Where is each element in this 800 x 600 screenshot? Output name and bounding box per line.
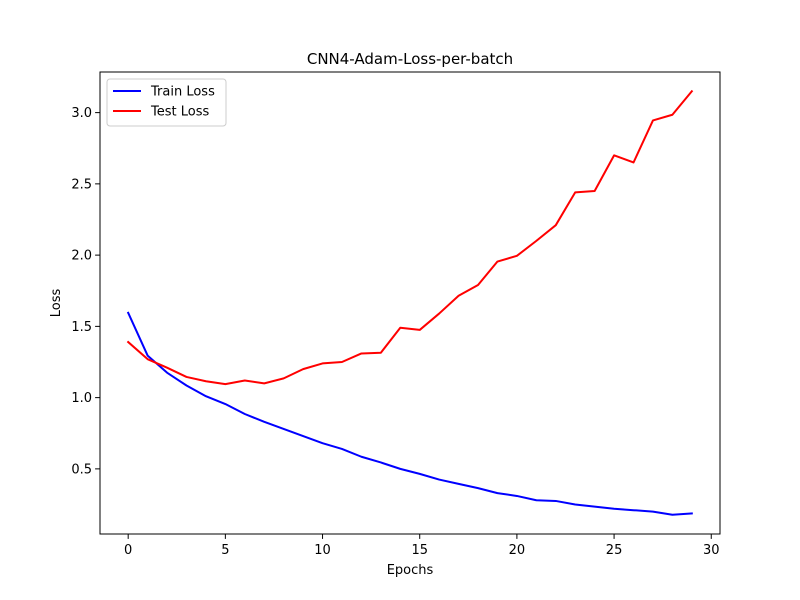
data-point-test-loss — [555, 224, 557, 226]
y-tick-label: 0.5 — [71, 462, 92, 477]
plot-area-background — [100, 72, 720, 534]
y-tick-label: 2.0 — [71, 249, 92, 264]
x-axis-label: Epochs — [387, 563, 434, 578]
data-point-train-loss — [671, 514, 673, 516]
data-point-test-loss — [613, 154, 615, 156]
legend: Train Loss Test Loss — [106, 78, 227, 127]
data-point-test-loss — [419, 329, 421, 331]
data-point-test-loss — [516, 255, 518, 257]
x-tick-label: 5 — [221, 543, 229, 558]
data-point-train-loss — [147, 355, 149, 357]
data-point-test-loss — [205, 380, 207, 382]
data-point-train-loss — [244, 413, 246, 415]
legend-label-test-loss: Test Loss — [150, 105, 209, 120]
data-point-test-loss — [477, 284, 479, 286]
x-tick-label: 0 — [124, 543, 132, 558]
x-axis: 0 5 10 15 20 25 30 — [124, 534, 720, 558]
x-tick-label: 15 — [411, 543, 428, 558]
data-point-test-loss — [302, 368, 304, 370]
data-point-test-loss — [671, 114, 673, 116]
data-point-test-loss — [244, 380, 246, 382]
chart-title: CNN4-Adam-Loss-per-batch — [307, 50, 513, 68]
data-point-train-loss — [399, 468, 401, 470]
data-point-train-loss — [496, 492, 498, 494]
data-point-test-loss — [166, 367, 168, 369]
data-point-train-loss — [224, 403, 226, 405]
data-point-train-loss — [535, 499, 537, 501]
data-point-test-loss — [127, 341, 129, 343]
data-point-test-loss — [147, 358, 149, 360]
data-point-test-loss — [322, 362, 324, 364]
y-tick-label: 2.5 — [71, 177, 92, 192]
data-point-test-loss — [224, 383, 226, 385]
y-tick-label: 1.0 — [71, 391, 92, 406]
y-axis: 0.5 1.0 1.5 2.0 2.5 3.0 — [71, 106, 100, 477]
data-point-test-loss — [652, 119, 654, 121]
data-point-train-loss — [166, 372, 168, 374]
x-tick-label: 10 — [314, 543, 331, 558]
data-point-test-loss — [399, 327, 401, 329]
x-tick-label: 25 — [606, 543, 623, 558]
x-tick-label: 30 — [703, 543, 720, 558]
data-point-train-loss — [341, 448, 343, 450]
data-point-test-loss — [496, 261, 498, 263]
data-point-test-loss — [535, 240, 537, 242]
data-point-train-loss — [302, 435, 304, 437]
data-point-train-loss — [652, 511, 654, 513]
data-point-test-loss — [380, 352, 382, 354]
data-point-test-loss — [341, 361, 343, 363]
y-tick-label: 1.5 — [71, 320, 92, 335]
series-line-train-loss — [126, 311, 693, 516]
series-layer — [126, 89, 694, 516]
data-point-test-loss — [633, 161, 635, 163]
data-point-test-loss — [185, 376, 187, 378]
data-point-train-loss — [322, 442, 324, 444]
data-point-test-loss — [360, 352, 362, 354]
data-point-test-loss — [458, 295, 460, 297]
data-point-train-loss — [477, 487, 479, 489]
series-line-test-loss — [126, 89, 694, 386]
data-point-train-loss — [594, 506, 596, 508]
data-point-train-loss — [574, 504, 576, 506]
x-tick-label: 20 — [509, 543, 526, 558]
data-point-test-loss — [263, 382, 265, 384]
plot-frame — [99, 71, 721, 535]
data-point-test-loss — [594, 190, 596, 192]
data-point-train-loss — [205, 395, 207, 397]
data-point-train-loss — [555, 500, 557, 502]
y-axis-label: Loss — [49, 289, 64, 318]
data-point-train-loss — [419, 473, 421, 475]
legend-label-train-loss: Train Loss — [150, 85, 215, 100]
data-point-train-loss — [633, 509, 635, 511]
data-point-test-loss — [691, 90, 693, 92]
data-point-test-loss — [283, 377, 285, 379]
data-point-train-loss — [691, 512, 693, 514]
data-point-train-loss — [516, 495, 518, 497]
y-tick-label: 3.0 — [71, 106, 92, 121]
data-point-train-loss — [360, 456, 362, 458]
data-point-test-loss — [574, 191, 576, 193]
data-point-train-loss — [263, 421, 265, 423]
data-point-test-loss — [438, 313, 440, 315]
data-point-train-loss — [127, 312, 129, 314]
data-point-train-loss — [458, 483, 460, 485]
data-point-train-loss — [283, 428, 285, 430]
data-point-train-loss — [613, 508, 615, 510]
data-point-train-loss — [185, 385, 187, 387]
data-point-train-loss — [438, 479, 440, 481]
data-point-train-loss — [380, 461, 382, 463]
